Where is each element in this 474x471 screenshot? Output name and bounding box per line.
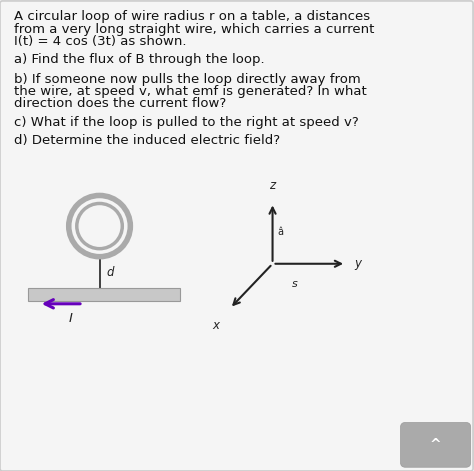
Text: y: y	[355, 257, 362, 270]
Text: c) What if the loop is pulled to the right at speed v?: c) What if the loop is pulled to the rig…	[14, 116, 359, 129]
Text: s: s	[292, 279, 297, 289]
Text: from a very long straight wire, which carries a current: from a very long straight wire, which ca…	[14, 23, 374, 36]
Text: â: â	[277, 227, 283, 237]
Text: d) Determine the induced electric field?: d) Determine the induced electric field?	[14, 134, 280, 147]
Text: I(t) = 4 cos (3t) as shown.: I(t) = 4 cos (3t) as shown.	[14, 35, 187, 48]
Text: x: x	[212, 319, 219, 333]
Text: ^: ^	[430, 438, 441, 452]
Text: the wire, at speed v, what emf is generated? In what: the wire, at speed v, what emf is genera…	[14, 85, 367, 98]
Text: A circular loop of wire radius r on a table, a distances: A circular loop of wire radius r on a ta…	[14, 10, 370, 24]
Text: direction does the current flow?: direction does the current flow?	[14, 97, 227, 111]
Text: d: d	[107, 266, 114, 279]
Text: b) If someone now pulls the loop directly away from: b) If someone now pulls the loop directl…	[14, 73, 361, 86]
Text: a) Find the flux of B through the loop.: a) Find the flux of B through the loop.	[14, 53, 265, 66]
Bar	[28, 288, 180, 301]
Text: z: z	[270, 179, 275, 192]
FancyBboxPatch shape	[401, 422, 471, 467]
Text: I: I	[69, 312, 73, 325]
